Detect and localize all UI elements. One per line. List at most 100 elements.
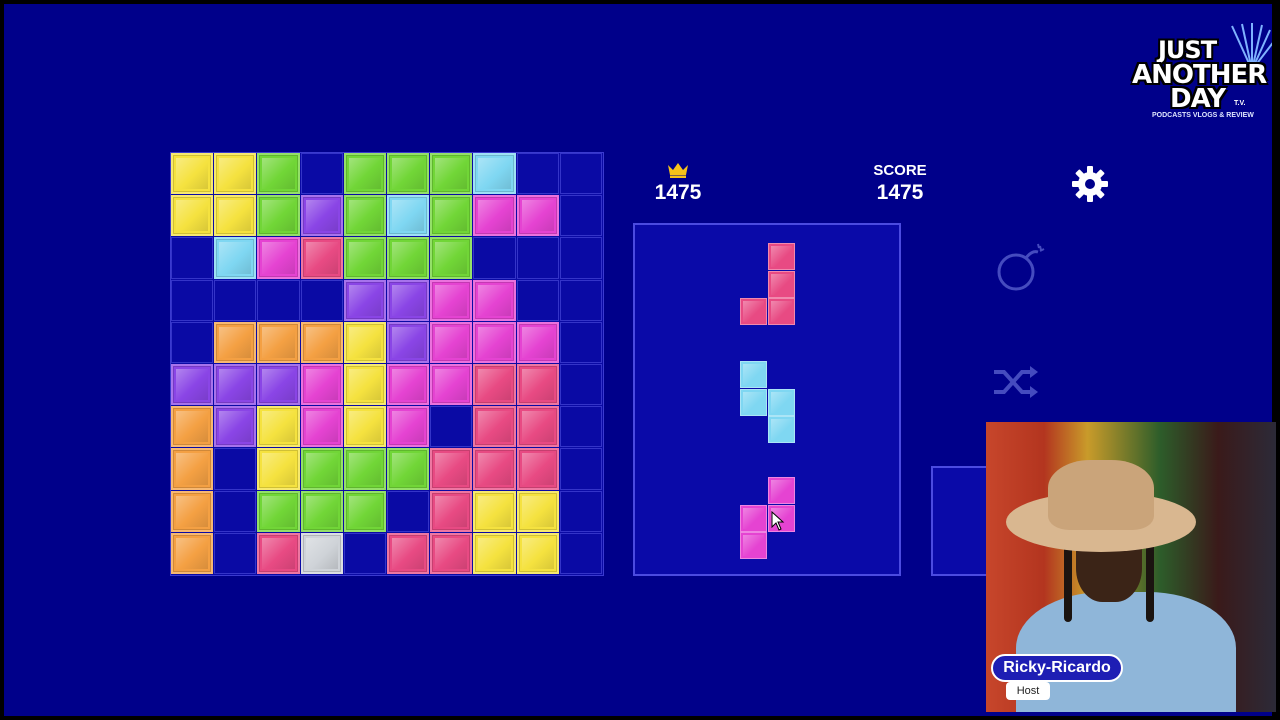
board-cell-filled[interactable]	[214, 406, 257, 448]
board-cell-empty[interactable]	[559, 279, 602, 321]
board-cell-filled[interactable]	[473, 364, 516, 406]
board-cell-filled[interactable]	[257, 237, 300, 279]
board-cell-empty[interactable]	[343, 532, 386, 574]
board-cell-filled[interactable]	[516, 321, 559, 363]
board-cell-empty[interactable]	[559, 364, 602, 406]
board-cell-filled[interactable]	[516, 448, 559, 490]
board-cell-empty[interactable]	[559, 532, 602, 574]
board-cell-empty[interactable]	[516, 279, 559, 321]
board-cell-filled[interactable]	[430, 364, 473, 406]
gear-icon[interactable]	[1070, 164, 1110, 204]
board-cell-filled[interactable]	[473, 195, 516, 237]
board-cell-empty[interactable]	[559, 195, 602, 237]
board-cell-empty[interactable]	[300, 153, 343, 195]
board-cell-empty[interactable]	[559, 321, 602, 363]
board-cell-filled[interactable]	[343, 406, 386, 448]
board-cell-filled[interactable]	[343, 195, 386, 237]
board-cell-filled[interactable]	[387, 321, 430, 363]
board-cell-filled[interactable]	[257, 490, 300, 532]
board-cell-filled[interactable]	[516, 490, 559, 532]
board-cell-filled[interactable]	[214, 237, 257, 279]
board-cell-filled[interactable]	[387, 532, 430, 574]
board-cell-filled[interactable]	[343, 237, 386, 279]
board-cell-filled[interactable]	[473, 448, 516, 490]
board-cell-filled[interactable]	[343, 448, 386, 490]
board-cell-filled[interactable]	[257, 532, 300, 574]
board-cell-filled[interactable]	[473, 321, 516, 363]
board-cell-filled[interactable]	[516, 532, 559, 574]
board-cell-empty[interactable]	[214, 279, 257, 321]
board-cell-empty[interactable]	[214, 490, 257, 532]
board-cell-filled[interactable]	[387, 237, 430, 279]
board-cell-filled[interactable]	[214, 321, 257, 363]
board-cell-filled[interactable]	[300, 490, 343, 532]
board-cell-filled[interactable]	[516, 364, 559, 406]
board-cell-filled[interactable]	[473, 406, 516, 448]
board-cell-filled[interactable]	[430, 532, 473, 574]
board-cell-filled[interactable]	[516, 406, 559, 448]
board-cell-filled[interactable]	[257, 448, 300, 490]
board-cell-empty[interactable]	[214, 448, 257, 490]
board-cell-filled[interactable]	[300, 532, 343, 574]
board-cell-empty[interactable]	[300, 279, 343, 321]
board-cell-filled[interactable]	[300, 195, 343, 237]
board-cell-filled[interactable]	[473, 490, 516, 532]
board-cell-filled[interactable]	[257, 321, 300, 363]
board-cell-filled[interactable]	[387, 406, 430, 448]
board-cell-filled[interactable]	[214, 153, 257, 195]
board-cell-filled[interactable]	[300, 448, 343, 490]
board-cell-empty[interactable]	[430, 406, 473, 448]
board-cell-filled[interactable]	[387, 279, 430, 321]
board-cell-filled[interactable]	[214, 195, 257, 237]
board-cell-filled[interactable]	[171, 490, 214, 532]
board-cell-empty[interactable]	[559, 237, 602, 279]
board-cell-filled[interactable]	[214, 364, 257, 406]
board-cell-filled[interactable]	[473, 279, 516, 321]
board-cell-filled[interactable]	[343, 279, 386, 321]
board-cell-filled[interactable]	[387, 153, 430, 195]
board-cell-filled[interactable]	[257, 195, 300, 237]
board-cell-empty[interactable]	[171, 279, 214, 321]
board-cell-empty[interactable]	[473, 237, 516, 279]
board-cell-filled[interactable]	[300, 364, 343, 406]
shuffle-icon[interactable]	[992, 362, 1040, 402]
board-cell-filled[interactable]	[343, 321, 386, 363]
board-cell-filled[interactable]	[257, 364, 300, 406]
board-cell-filled[interactable]	[387, 448, 430, 490]
board-cell-filled[interactable]	[300, 237, 343, 279]
board-cell-filled[interactable]	[343, 153, 386, 195]
board-cell-filled[interactable]	[171, 364, 214, 406]
board-cell-empty[interactable]	[559, 406, 602, 448]
board-cell-empty[interactable]	[559, 448, 602, 490]
board-cell-filled[interactable]	[430, 237, 473, 279]
board-cell-filled[interactable]	[300, 321, 343, 363]
board-cell-filled[interactable]	[300, 406, 343, 448]
board-cell-filled[interactable]	[473, 532, 516, 574]
board-cell-filled[interactable]	[430, 195, 473, 237]
board-cell-filled[interactable]	[516, 195, 559, 237]
board-cell-filled[interactable]	[430, 490, 473, 532]
board-cell-filled[interactable]	[257, 406, 300, 448]
board-cell-filled[interactable]	[387, 195, 430, 237]
board-cell-filled[interactable]	[430, 279, 473, 321]
board-cell-empty[interactable]	[559, 490, 602, 532]
board-cell-filled[interactable]	[257, 153, 300, 195]
board-cell-filled[interactable]	[343, 490, 386, 532]
board-cell-empty[interactable]	[257, 279, 300, 321]
board-cell-empty[interactable]	[171, 321, 214, 363]
board-cell-filled[interactable]	[430, 321, 473, 363]
board-cell-empty[interactable]	[559, 153, 602, 195]
board-cell-filled[interactable]	[430, 153, 473, 195]
bomb-icon[interactable]	[994, 240, 1046, 292]
board-cell-filled[interactable]	[171, 153, 214, 195]
board-cell-filled[interactable]	[171, 406, 214, 448]
board-cell-filled[interactable]	[343, 364, 386, 406]
board-cell-filled[interactable]	[430, 448, 473, 490]
board-cell-empty[interactable]	[214, 532, 257, 574]
game-board[interactable]	[170, 152, 604, 576]
board-cell-empty[interactable]	[171, 237, 214, 279]
board-cell-filled[interactable]	[387, 364, 430, 406]
board-cell-empty[interactable]	[387, 490, 430, 532]
board-cell-filled[interactable]	[171, 195, 214, 237]
board-cell-empty[interactable]	[516, 153, 559, 195]
